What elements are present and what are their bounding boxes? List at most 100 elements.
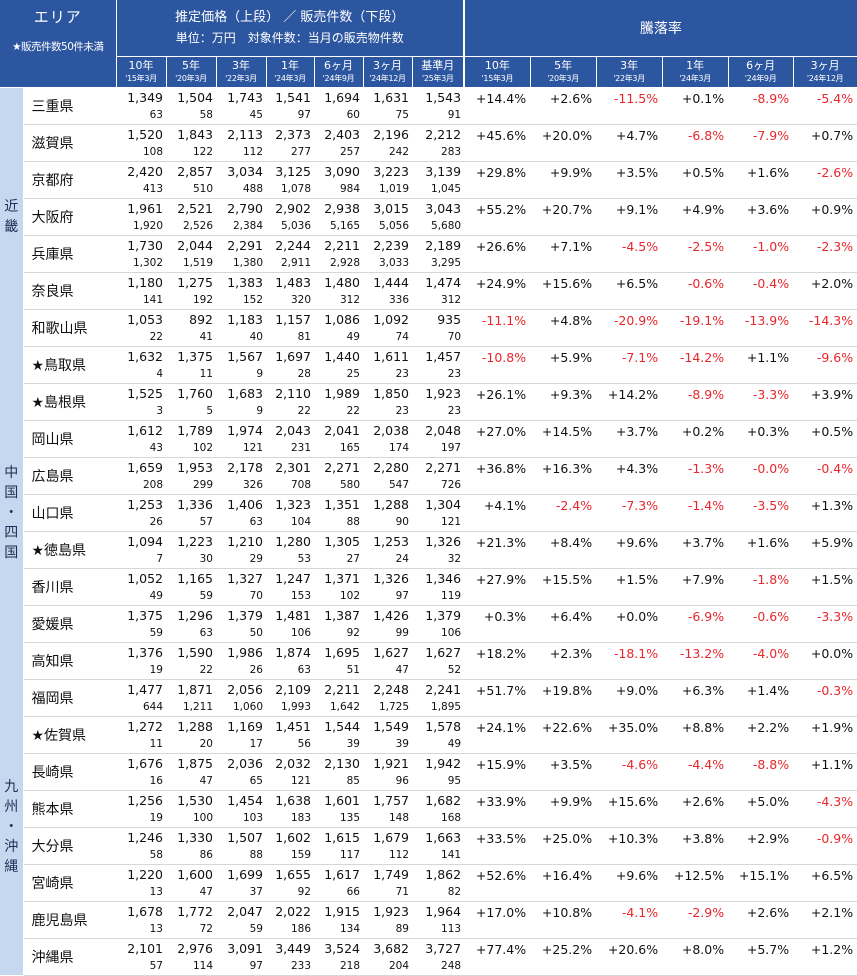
table-row: 九州・沖縄福岡県 1,477 644 1,871 1,211 2,056 1,060 2,10… [0, 679, 857, 975]
price-value: 1,612 [127, 422, 163, 438]
price-value: 1,220 [127, 866, 163, 882]
region-char: 中 [4, 464, 19, 481]
price-cell: 2,056 1,060 [216, 679, 266, 717]
count-value: 37 [249, 885, 263, 898]
price-cell: 2,301 708 [266, 457, 314, 495]
price-value: 1,327 [227, 570, 263, 586]
price-cell: 1,387 92 [314, 605, 363, 643]
price-value: 2,043 [275, 422, 311, 438]
price-cell: 1,444 336 [363, 272, 412, 310]
period-date: '24年12月 [369, 73, 406, 83]
price-value: 1,964 [425, 903, 462, 919]
price-value: 1,483 [275, 274, 311, 290]
price-cell: 1,351 88 [314, 494, 363, 532]
price-cell: 1,288 90 [363, 494, 412, 532]
count-value: 9 [256, 404, 263, 417]
price-cell: 3,125 1,078 [266, 161, 314, 199]
count-value: 11 [199, 367, 213, 380]
prefecture-name: 沖縄県 [23, 938, 116, 976]
price-cell: 1,600 47 [166, 864, 216, 902]
price-cell: 2,291 1,380 [216, 235, 266, 273]
rate-cell: +1.5% [793, 568, 857, 606]
price-cell: 3,524 218 [314, 938, 363, 976]
count-value: 152 [242, 293, 263, 306]
rate-cell: +9.9% [530, 790, 597, 828]
count-value: 1,725 [378, 700, 409, 713]
table-row: 愛媛県 1,375 59 1,296 63 1,379 50 1,481 106 1,387 92 1… [0, 605, 857, 643]
count-value: 19 [149, 811, 163, 824]
price-cell: 1,326 32 [412, 531, 465, 569]
price-value: 2,271 [324, 459, 360, 475]
rate-cell: +3.5% [596, 161, 663, 199]
price-value: 1,694 [324, 89, 360, 105]
count-value: 97 [395, 589, 409, 602]
price-cell: 2,521 2,526 [166, 198, 216, 236]
rate-cell: +35.0% [596, 716, 663, 754]
count-value: 49 [346, 330, 360, 343]
count-value: 1,642 [329, 700, 360, 713]
count-value: 86 [199, 848, 213, 861]
price-cell: 3,223 1,019 [363, 161, 412, 199]
price-cell: 1,323 104 [266, 494, 314, 532]
rate-cell: +9.6% [596, 864, 663, 902]
count-value: 121 [242, 441, 263, 454]
count-value: 52 [447, 663, 462, 676]
price-value: 1,165 [177, 570, 213, 586]
count-value: 70 [249, 589, 263, 602]
price-cell: 3,139 1,045 [412, 161, 465, 199]
price-value: 1,304 [425, 496, 462, 512]
rate-cell: +15.6% [596, 790, 663, 828]
rate-cell: -18.1% [596, 642, 663, 680]
prefecture-name: 京都府 [23, 161, 116, 199]
price-cell: 1,659 208 [116, 457, 166, 495]
rate-cell: +2.6% [728, 901, 794, 939]
price-cell: 2,271 580 [314, 457, 363, 495]
price-value: 1,346 [425, 570, 462, 586]
price-cell: 1,730 1,302 [116, 235, 166, 273]
count-value: 153 [290, 589, 311, 602]
count-value: 1,920 [132, 219, 163, 232]
rate-cell: -7.3% [596, 494, 663, 532]
price-value: 1,749 [373, 866, 409, 882]
count-value: 92 [297, 885, 311, 898]
rate-cell: +2.6% [662, 790, 729, 828]
count-value: 174 [388, 441, 409, 454]
rate-cell: +2.9% [728, 827, 794, 865]
prefecture-name: 高知県 [23, 642, 116, 680]
count-value: 49 [447, 737, 462, 750]
price-value: 2,110 [275, 385, 311, 401]
count-value: 43 [149, 441, 163, 454]
price-cell: 1,549 39 [363, 716, 412, 754]
prefecture-name: 熊本県 [23, 790, 116, 828]
count-value: 88 [346, 515, 360, 528]
rate-cell: +26.1% [464, 383, 531, 421]
price-cell: 1,676 16 [116, 753, 166, 791]
count-value: 47 [199, 774, 213, 787]
count-value: 312 [339, 293, 360, 306]
count-value: 22 [149, 330, 163, 343]
price-value: 2,244 [275, 237, 311, 253]
rate-cell: +20.7% [530, 198, 597, 236]
rate-cell: +8.4% [530, 531, 597, 569]
count-value: 208 [142, 478, 163, 491]
table-row: ★島根県 1,525 3 1,760 5 1,683 9 2,110 22 1,989 22 1,85… [0, 383, 857, 421]
count-value: 1,211 [182, 700, 213, 713]
count-value: 2,526 [182, 219, 213, 232]
price-value: 1,480 [324, 274, 360, 290]
count-value: 88 [249, 848, 263, 861]
price-value: 1,743 [227, 89, 263, 105]
count-value: 299 [192, 478, 213, 491]
count-value: 326 [242, 478, 263, 491]
rate-cell: +0.5% [793, 420, 857, 458]
rate-cell: +12.5% [662, 864, 729, 902]
price-cell: 1,327 70 [216, 568, 266, 606]
count-value: 114 [192, 959, 213, 972]
rate-cell: -0.3% [793, 679, 857, 717]
rate-cell: +3.7% [662, 531, 729, 569]
price-cell: 1,457 23 [412, 346, 465, 384]
price-cell: 1,699 37 [216, 864, 266, 902]
price-cell: 1,272 11 [116, 716, 166, 754]
count-value: 27 [346, 552, 360, 565]
count-value: 58 [199, 108, 213, 121]
price-value: 1,923 [373, 903, 409, 919]
